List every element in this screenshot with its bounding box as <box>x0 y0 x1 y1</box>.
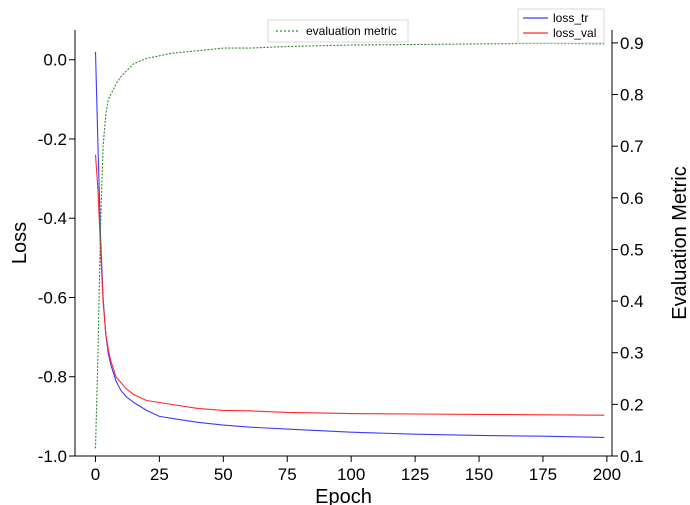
y2-tick-label: 0.7 <box>620 137 644 156</box>
x-tick-label: 150 <box>465 465 493 484</box>
x-tick-label: 125 <box>401 465 429 484</box>
legend-label: loss_val <box>553 26 596 40</box>
x-tick-label: 0 <box>91 465 100 484</box>
legend-box <box>267 19 409 43</box>
y-tick-label: -1.0 <box>38 447 67 466</box>
axes <box>74 30 613 457</box>
y-tick-label: -0.6 <box>38 288 67 307</box>
y2-tick-label: 0.8 <box>620 86 644 105</box>
right-axis-ticks: 0.1 0.2 0.3 0.4 0.5 0.6 0.7 0.8 0.9 <box>612 34 644 466</box>
x-tick-label: 175 <box>529 465 557 484</box>
left-axis-ticks: 0.0 -0.2 -0.4 -0.6 -0.8 -1.0 <box>38 51 75 466</box>
y2-axis-title: Evaluation Metric <box>669 166 690 319</box>
y-tick-label: 0.0 <box>43 51 67 70</box>
series-line-evaluation-metric <box>94 42 605 449</box>
y2-tick-label: 0.9 <box>620 34 644 53</box>
y-tick-label: -0.2 <box>38 130 67 149</box>
x-tick-label: 200 <box>593 465 621 484</box>
legend-label: evaluation metric <box>306 24 397 38</box>
legend-evaluation-metric: evaluation metric <box>267 19 409 43</box>
x-axis-title: Epoch <box>315 486 372 505</box>
y-tick-label: -0.8 <box>38 368 67 387</box>
y2-tick-label: 0.6 <box>620 189 644 208</box>
legend-loss: loss_tr loss_val <box>517 8 605 44</box>
y2-tick-label: 0.5 <box>620 240 644 259</box>
legend-box <box>517 8 605 44</box>
y2-tick-label: 0.1 <box>620 447 644 466</box>
x-tick-label: 50 <box>214 465 233 484</box>
x-tick-label: 25 <box>150 465 169 484</box>
legend-label: loss_tr <box>553 11 588 25</box>
y2-tick-label: 0.4 <box>620 292 644 311</box>
series-line-loss-tr <box>94 51 605 438</box>
y2-tick-label: 0.2 <box>620 395 644 414</box>
y2-tick-label: 0.3 <box>620 344 644 363</box>
series-line-loss-val <box>94 154 605 416</box>
x-tick-label: 100 <box>337 465 365 484</box>
y-tick-label: -0.4 <box>38 209 67 228</box>
y-axis-title: Loss <box>9 222 31 264</box>
x-axis-ticks: 0 25 50 75 100 125 150 175 200 <box>91 456 621 484</box>
x-tick-label: 75 <box>278 465 297 484</box>
series-layer <box>94 42 605 449</box>
